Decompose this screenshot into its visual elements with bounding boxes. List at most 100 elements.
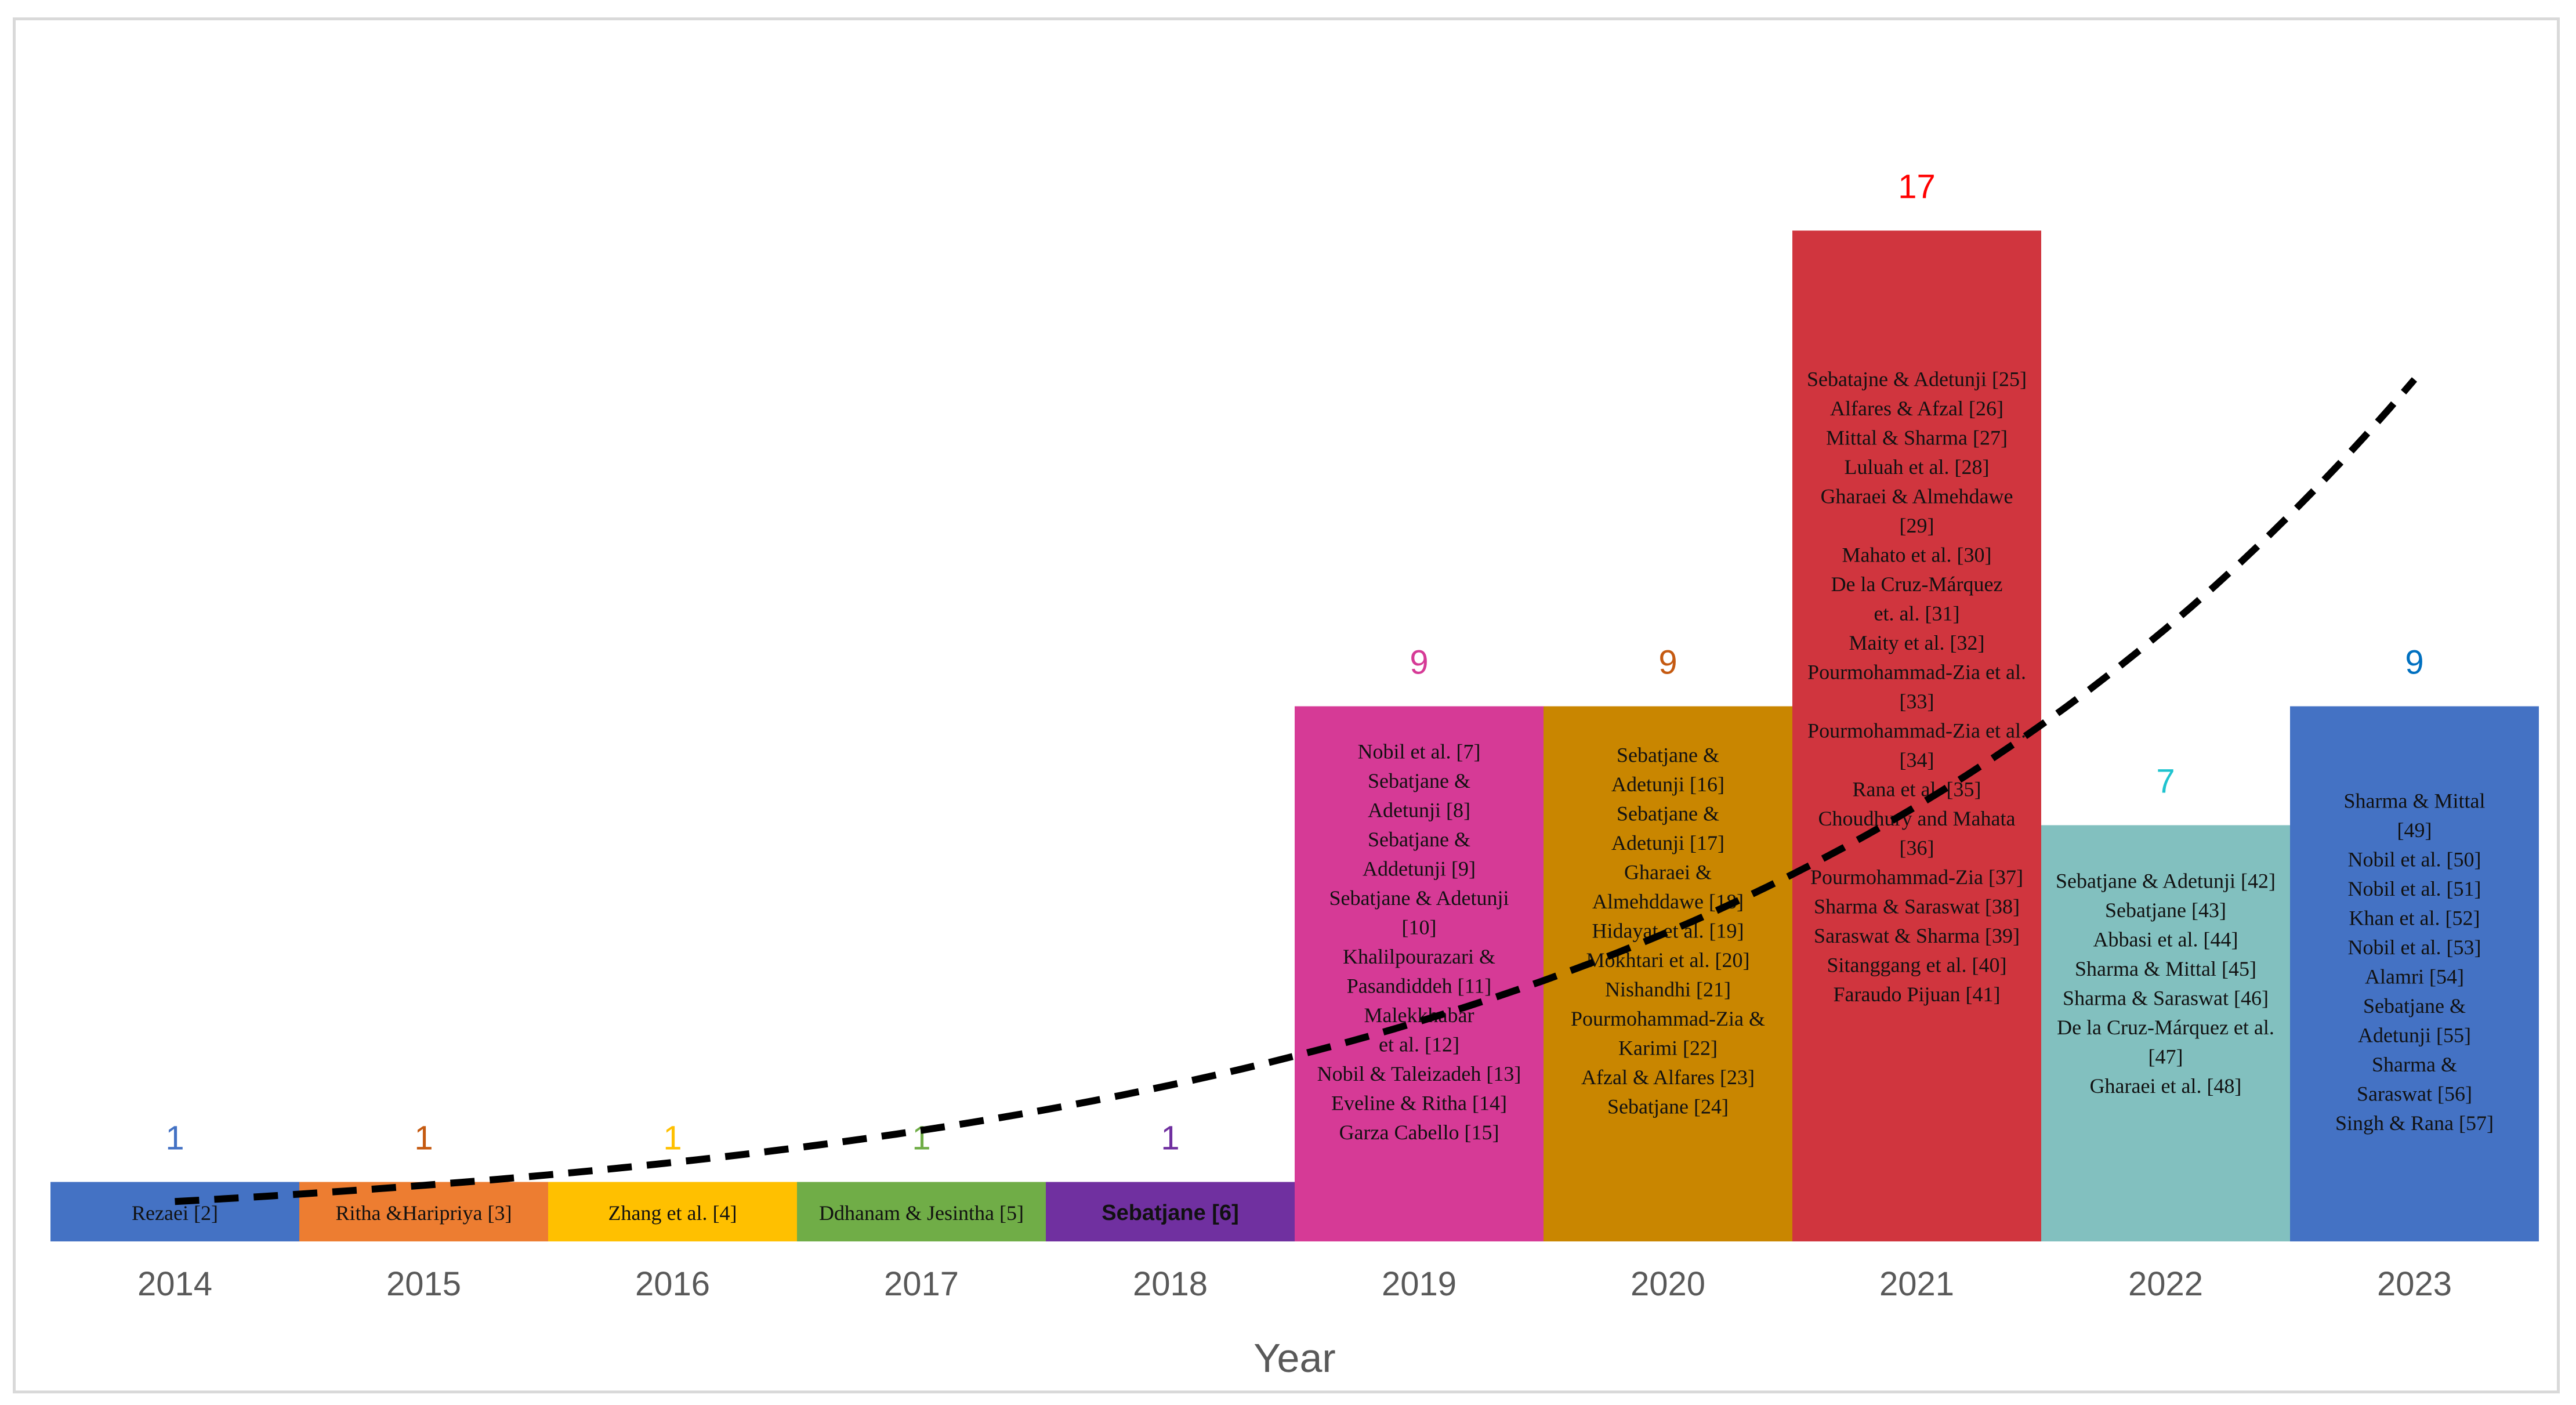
- x-axis-title: Year: [1253, 1335, 1335, 1381]
- reference-2019-0: Nobil et al. [7]: [1358, 740, 1481, 763]
- reference-2023-11: Singh & Rana [57]: [2335, 1111, 2494, 1135]
- reference-2020-3: Adetunji [17]: [1611, 831, 1724, 854]
- count-label-2015: 1: [414, 1120, 433, 1157]
- x-tick-label-2021: 2021: [1879, 1265, 1954, 1303]
- reference-2021-7: De la Cruz-Márquez: [1831, 573, 2003, 596]
- reference-2021-12: Pourmohammad-Zia et al.: [1807, 719, 2026, 743]
- count-label-2022: 7: [2156, 763, 2175, 801]
- count-label-2019: 9: [1410, 644, 1428, 682]
- reference-2014-0: Rezaei [2]: [132, 1201, 218, 1225]
- reference-2015-0: Ritha &Haripriya [3]: [336, 1201, 512, 1225]
- reference-2019-6: [10]: [1402, 916, 1437, 939]
- x-tick-label-2019: 2019: [1382, 1265, 1457, 1303]
- reference-2021-11: [33]: [1900, 690, 1934, 713]
- reference-2021-19: Saraswat & Sharma [39]: [1814, 924, 2020, 947]
- reference-2019-1: Sebatjane &: [1368, 769, 1470, 792]
- reference-2021-13: [34]: [1900, 748, 1934, 772]
- bar-2022: [2041, 825, 2290, 1241]
- reference-2016-0: Zhang et al. [4]: [608, 1201, 737, 1225]
- count-label-2020: 9: [1658, 644, 1677, 682]
- reference-2021-3: Luluah et al. [28]: [1845, 455, 1990, 479]
- reference-2020-2: Sebatjane &: [1617, 802, 1719, 825]
- bar-2017: [797, 1182, 1046, 1241]
- bar-2023: [2290, 706, 2539, 1241]
- reference-2021-6: Mahato et al. [30]: [1842, 544, 1992, 567]
- reference-2023-5: Nobil et al. [53]: [2348, 936, 2481, 959]
- reference-2023-4: Khan et al. [52]: [2349, 907, 2480, 930]
- reference-2019-10: et al. [12]: [1379, 1033, 1459, 1056]
- reference-2021-8: et. al. [31]: [1874, 602, 1960, 625]
- count-label-2017: 1: [912, 1120, 930, 1157]
- count-label-2021: 17: [1898, 168, 1936, 206]
- reference-2020-1: Adetunji [16]: [1611, 773, 1724, 796]
- count-label-2023: 9: [2405, 644, 2423, 682]
- reference-2019-7: Khalilpourazari &: [1343, 945, 1495, 968]
- reference-2021-2: Mittal & Sharma [27]: [1826, 426, 2008, 450]
- reference-2021-14: Rana et al. [35]: [1853, 778, 1981, 801]
- reference-2021-0: Sebatajne & Adetunji [25]: [1807, 368, 2027, 391]
- bar-2014: [50, 1182, 299, 1241]
- bars-layer: [50, 230, 2539, 1241]
- exponential-trendline: [175, 377, 2418, 1205]
- bar-2018: [1046, 1182, 1295, 1241]
- reference-2019-8: Pasandiddeh [11]: [1347, 975, 1492, 998]
- reference-2021-10: Pourmohammad-Zia et al.: [1807, 661, 2026, 684]
- publications-bar-chart: Rezaei [2] Ritha &Haripriya [3] Zhang et a…: [50, 168, 2539, 1381]
- reference-2020-8: Nishandhi [21]: [1605, 978, 1731, 1001]
- x-tick-label-2016: 2016: [635, 1265, 710, 1303]
- reference-2020-12: Sebatjane [24]: [1607, 1095, 1729, 1118]
- reference-2023-2: Nobil et al. [50]: [2348, 848, 2481, 871]
- reference-2022-1: Sebatjane [43]: [2105, 899, 2226, 922]
- x-tick-label-2014: 2014: [137, 1265, 212, 1303]
- x-tick-label-2015: 2015: [386, 1265, 461, 1303]
- reference-2022-7: Gharaei et al. [48]: [2090, 1074, 2242, 1098]
- bar-2019: [1295, 706, 1544, 1241]
- reference-2023-10: Saraswat [56]: [2357, 1082, 2472, 1106]
- reference-2021-5: [29]: [1900, 514, 1934, 537]
- count-labels-layer: 1 1 1 1 1 9 9 17 7 9: [165, 168, 2423, 1157]
- reference-2021-15: Choudhury and Mahata: [1818, 807, 2016, 830]
- reference-2020-0: Sebatjane &: [1617, 744, 1719, 767]
- reference-2021-18: Sharma & Saraswat [38]: [1814, 895, 2020, 918]
- reference-2021-17: Pourmohammad-Zia [37]: [1810, 866, 2023, 889]
- x-tick-label-2017: 2017: [884, 1265, 959, 1303]
- reference-2023-1: [49]: [2397, 819, 2432, 842]
- bar-2016: [548, 1182, 797, 1241]
- reference-2019-4: Addetunji [9]: [1363, 857, 1476, 881]
- reference-2019-13: Garza Cabello [15]: [1339, 1121, 1499, 1144]
- reference-2022-2: Abbasi et al. [44]: [2093, 928, 2238, 951]
- reference-2023-8: Adetunji [55]: [2358, 1024, 2471, 1047]
- x-tick-label-2018: 2018: [1133, 1265, 1208, 1303]
- reference-2023-3: Nobil et al. [51]: [2348, 877, 2481, 900]
- bar-2021: [1792, 230, 2041, 1241]
- reference-2023-6: Alamri [54]: [2365, 965, 2464, 988]
- x-tick-label-2022: 2022: [2128, 1265, 2203, 1303]
- reference-2020-4: Gharaei &: [1624, 861, 1712, 884]
- reference-2021-9: Maity et al. [32]: [1849, 631, 1985, 654]
- bar-2020: [1544, 706, 1792, 1241]
- count-label-2018: 1: [1161, 1120, 1179, 1157]
- reference-2019-9: Malekkhabar: [1364, 1004, 1474, 1027]
- reference-2019-2: Adetunji [8]: [1368, 799, 1470, 822]
- x-tick-label-2020: 2020: [1631, 1265, 1705, 1303]
- references-layer: Rezaei [2] Ritha &Haripriya [3] Zhang et a…: [132, 368, 2494, 1225]
- reference-2021-4: Gharaei & Almehdawe: [1821, 485, 2013, 508]
- reference-2022-0: Sebatjane & Adetunji [42]: [2056, 870, 2276, 893]
- reference-2022-3: Sharma & Mittal [45]: [2075, 957, 2256, 980]
- x-axis-layer: 2014 2015 2016 2017 2018 2019 2020 2021 2022 2023: [137, 1265, 2452, 1303]
- reference-2022-6: [47]: [2149, 1045, 2183, 1069]
- reference-2020-6: Hidayat et al. [19]: [1592, 919, 1744, 943]
- reference-2022-5: De la Cruz-Márquez et al.: [2057, 1016, 2274, 1039]
- reference-2023-9: Sharma &: [2372, 1053, 2457, 1076]
- reference-2019-5: Sebatjane & Adetunji: [1329, 886, 1509, 910]
- reference-2023-7: Sebatjane &: [2363, 994, 2466, 1017]
- reference-2020-10: Karimi [22]: [1618, 1037, 1718, 1060]
- count-label-2016: 1: [663, 1120, 682, 1157]
- reference-2021-16: [36]: [1900, 837, 1934, 860]
- reference-2018-0: Sebatjane [6]: [1102, 1201, 1239, 1225]
- reference-2023-0: Sharma & Mittal: [2344, 790, 2486, 813]
- count-label-2014: 1: [165, 1120, 184, 1157]
- reference-2021-21: Faraudo Pijuan [41]: [1834, 983, 2001, 1006]
- reference-2022-4: Sharma & Saraswat [46]: [2063, 987, 2269, 1010]
- reference-2020-11: Afzal & Alfares [23]: [1581, 1066, 1755, 1089]
